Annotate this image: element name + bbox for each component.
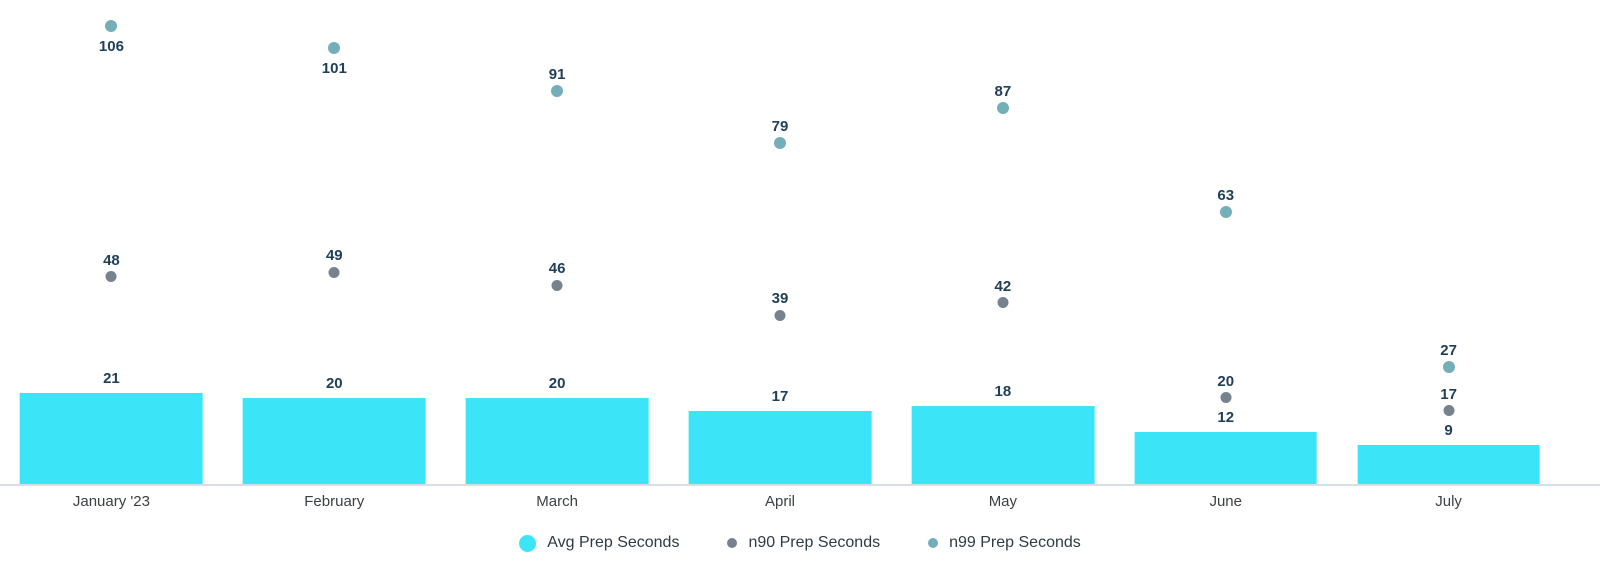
value-label-n90-prep-seconds: 46: [548, 260, 566, 278]
bar-avg-prep-seconds[interactable]: [688, 410, 872, 484]
chart-column-january-23: 21 48 106: [0, 0, 223, 484]
legend-item-label: Avg Prep Seconds: [547, 534, 680, 551]
chart-column-june: 12 20 63: [1114, 0, 1337, 484]
x-axis-labels: January '23 February March April May June July: [0, 493, 1600, 510]
x-axis-line: [0, 484, 1600, 486]
legend-item-n99-prep-seconds[interactable]: n99 Prep Seconds: [928, 534, 1081, 552]
bar-value-label: 9: [1444, 422, 1453, 440]
chart-column-february: 20 49 101: [223, 0, 446, 484]
legend: Avg Prep Seconds n90 Prep Seconds n99 Prep…: [0, 534, 1600, 552]
bar-avg-prep-seconds[interactable]: [465, 397, 649, 484]
dot-n99-prep-seconds[interactable]: [105, 19, 118, 32]
bar-avg-prep-seconds[interactable]: [1134, 432, 1318, 484]
x-axis-label-january-23: January '23: [72, 493, 150, 510]
value-label-n90-prep-seconds: 20: [1217, 372, 1235, 390]
dot-n99-prep-seconds[interactable]: [774, 136, 786, 149]
plot-area: 21 48 106 20 49 101 20 46 91 17 39 79 18 42 87 12 20 63 9 1…: [0, 0, 1560, 484]
value-label-n99-prep-seconds: 101: [321, 59, 347, 77]
bar-avg-prep-seconds[interactable]: [1357, 445, 1540, 484]
bar-value-label: 20: [325, 374, 343, 392]
dot-n99-prep-seconds[interactable]: [1219, 205, 1232, 218]
dot-n90-prep-seconds[interactable]: [774, 309, 786, 321]
chart-column-april: 17 39 79: [669, 0, 892, 484]
value-label-n90-prep-seconds: 17: [1440, 385, 1457, 403]
x-axis-label-june: June: [1209, 493, 1242, 510]
value-label-n99-prep-seconds: 87: [994, 83, 1012, 101]
x-axis-label-february: February: [304, 493, 365, 510]
bar-value-label: 17: [771, 387, 789, 405]
chart-column-july: 9 17 27: [1337, 0, 1560, 484]
chart-column-march: 20 46 91: [446, 0, 669, 484]
legend-marker-icon: [928, 538, 939, 548]
bar-avg-prep-seconds[interactable]: [20, 393, 203, 484]
dot-n90-prep-seconds[interactable]: [1220, 392, 1232, 404]
value-label-n99-prep-seconds: 63: [1217, 186, 1235, 204]
legend-item-label: n90 Prep Seconds: [748, 534, 881, 551]
bar-value-label: 20: [548, 374, 566, 392]
dot-n99-prep-seconds[interactable]: [551, 84, 564, 97]
value-label-n90-prep-seconds: 39: [771, 290, 789, 308]
dot-n90-prep-seconds[interactable]: [997, 297, 1009, 308]
value-label-n99-prep-seconds: 91: [548, 65, 566, 83]
bar-avg-prep-seconds[interactable]: [242, 397, 426, 484]
legend-item-avg-prep-seconds[interactable]: Avg Prep Seconds: [519, 534, 679, 552]
dot-n99-prep-seconds[interactable]: [1442, 361, 1455, 374]
legend-marker-icon: [727, 538, 738, 548]
value-label-n99-prep-seconds: 27: [1440, 342, 1457, 360]
bar-value-label: 18: [994, 383, 1012, 401]
dot-n99-prep-seconds[interactable]: [328, 41, 341, 54]
chart-column-may: 18 42 87: [891, 0, 1114, 484]
dot-n90-prep-seconds[interactable]: [105, 271, 117, 283]
legend-marker-icon: [519, 534, 537, 552]
value-label-n90-prep-seconds: 48: [103, 251, 120, 269]
legend-item-label: n99 Prep Seconds: [949, 534, 1081, 551]
bar-avg-prep-seconds[interactable]: [911, 406, 1095, 484]
value-label-n99-prep-seconds: 79: [771, 117, 789, 135]
x-axis-label-march: March: [536, 493, 578, 510]
dot-n90-prep-seconds[interactable]: [551, 279, 563, 291]
value-label-n90-prep-seconds: 49: [325, 247, 343, 265]
bar-value-label: 12: [1217, 409, 1235, 427]
x-axis-label-april: April: [765, 493, 796, 510]
legend-item-n90-prep-seconds[interactable]: n90 Prep Seconds: [727, 534, 880, 552]
dot-n90-prep-seconds[interactable]: [1443, 405, 1455, 417]
dot-n99-prep-seconds[interactable]: [996, 102, 1009, 115]
x-axis-label-may: May: [988, 493, 1018, 510]
value-label-n99-prep-seconds: 106: [98, 37, 124, 55]
x-axis-label-july: July: [1435, 493, 1462, 510]
bar-value-label: 21: [103, 370, 120, 388]
value-label-n90-prep-seconds: 42: [994, 277, 1012, 295]
dot-n90-prep-seconds[interactable]: [328, 266, 340, 278]
